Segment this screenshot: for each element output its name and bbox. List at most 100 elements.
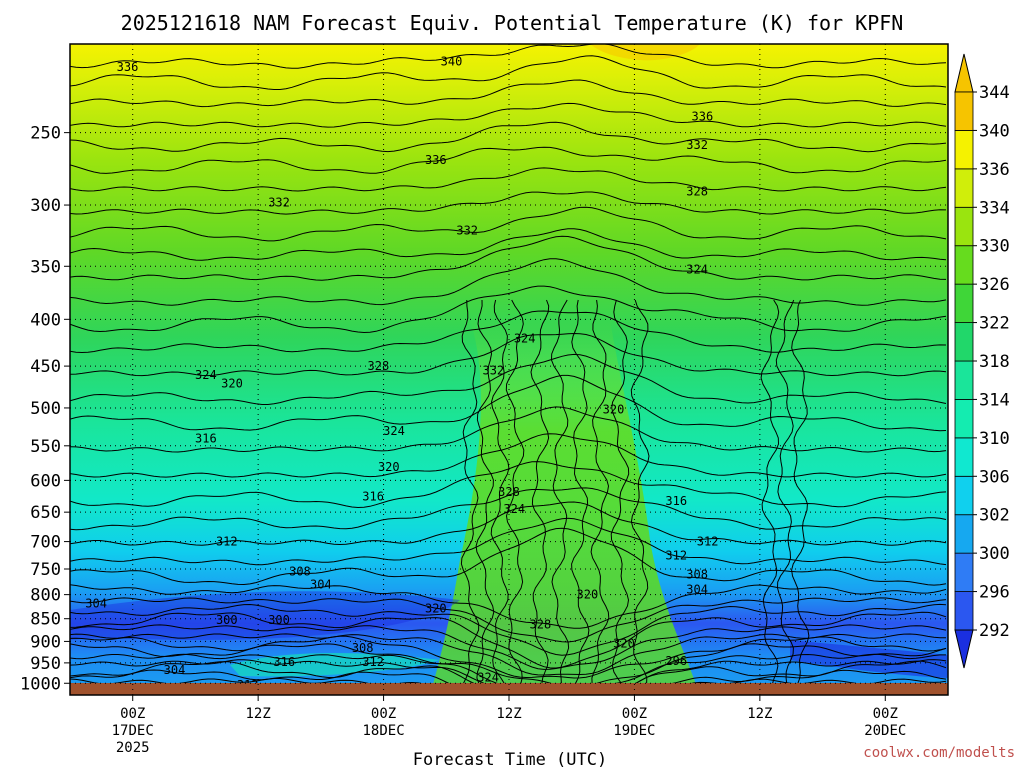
- y-tick-label: 950: [30, 654, 61, 674]
- contour-label-text: 308: [686, 567, 708, 581]
- contour-label: 312: [697, 535, 719, 549]
- x-tick-label: 00Z: [120, 706, 145, 722]
- contour-label-text: 312: [362, 655, 384, 669]
- contour-label-text: 316: [665, 494, 687, 508]
- x-tick-label: 12Z: [496, 706, 521, 722]
- contour-line: [70, 433, 947, 478]
- contour-line: [70, 102, 947, 128]
- contour-line: [70, 584, 947, 629]
- contour-label-text: 332: [456, 224, 478, 238]
- contour-line: [70, 527, 947, 586]
- contour-label: 316: [273, 655, 295, 669]
- contour-label-text: 324: [383, 424, 405, 438]
- contour-label: 300: [268, 613, 290, 627]
- contour-label: 328: [368, 359, 390, 373]
- x-tick-label: 19DEC: [613, 723, 655, 739]
- colorbar-label: 334: [979, 198, 1010, 218]
- contour-label-text: 336: [692, 109, 714, 123]
- contour-line: [70, 55, 947, 90]
- y-tick-label: 750: [30, 560, 61, 580]
- contour-label-text: 320: [577, 588, 599, 602]
- plot-area: 336 340 336 336 332 332 332 328 324 324 328 332 324 3…: [70, 44, 948, 695]
- contour-label-text: 324: [514, 332, 536, 346]
- y-tick-label: 1000: [20, 674, 61, 694]
- contour-label: 308: [686, 567, 708, 581]
- contour-line: [70, 235, 947, 281]
- contour-label: 320: [577, 588, 599, 602]
- contour-line: [70, 603, 947, 656]
- colorbar: 292 296 300 302 306 310 314 318 322 326 330 334 336 3…: [954, 53, 1010, 669]
- colorbar-label: 314: [979, 390, 1010, 410]
- colorbar-label: 306: [979, 467, 1010, 487]
- colorbar-label: 300: [979, 544, 1010, 564]
- y-tick-label: 400: [30, 310, 61, 330]
- contour-line: [70, 633, 947, 676]
- contour-line: [460, 299, 480, 691]
- contour-label-text: 300: [268, 613, 290, 627]
- contour-label: 304: [310, 578, 332, 592]
- x-tick-label: 2025: [116, 740, 150, 756]
- contour-label: 304: [85, 596, 107, 610]
- contour-label: 320: [425, 601, 447, 615]
- colorbar-swatch: [954, 475, 974, 516]
- colorbar-label: 318: [979, 352, 1010, 372]
- colorbar-swatch: [954, 283, 974, 323]
- colorbar-label: 330: [979, 237, 1010, 257]
- contour-line: [70, 643, 947, 689]
- colorbar-swatch: [954, 360, 974, 400]
- contour-line: [70, 597, 947, 643]
- colorbar-swatch: [954, 437, 974, 477]
- contour-line: [70, 353, 947, 405]
- contour-line: [70, 44, 947, 69]
- contour-label: 324: [195, 368, 217, 382]
- colorbar-label: 326: [979, 275, 1010, 295]
- contour-lines: [70, 44, 947, 695]
- y-tick-label: 700: [30, 533, 61, 553]
- contour-label: 320: [603, 403, 625, 417]
- contour-label-text: 308: [352, 641, 374, 655]
- contour-label-text: 332: [268, 195, 290, 209]
- contour-label: 332: [482, 363, 504, 377]
- contour-label: 340: [441, 54, 463, 68]
- x-axis-title: Forecast Time (UTC): [413, 750, 607, 768]
- contour-label: 324: [503, 502, 525, 516]
- contour-label-text: 316: [195, 432, 217, 446]
- contour-line: [70, 167, 947, 192]
- contour-line: [70, 79, 947, 108]
- contour-label: 312: [216, 535, 238, 549]
- y-tick-label: 650: [30, 503, 61, 523]
- colorbar-label: 336: [979, 160, 1010, 180]
- contour-label: 312: [362, 655, 384, 669]
- contour-label-text: 328: [530, 618, 552, 632]
- contour-labels: 336 340 336 336 332 332 332 328 324 324 328 332 324 3…: [85, 54, 719, 692]
- contour-label: 332: [268, 195, 290, 209]
- contour-label-text: 332: [482, 363, 504, 377]
- contour-line: [70, 461, 947, 509]
- contour-line: [571, 299, 590, 691]
- colorbar-label: 322: [979, 314, 1010, 334]
- x-tick-label: 12Z: [747, 706, 772, 722]
- contour-label: 328: [498, 485, 520, 499]
- colorbar-label: 310: [979, 429, 1010, 449]
- upper-warm-pool: [590, 44, 700, 61]
- contour-label-text: 320: [613, 637, 635, 651]
- contour-line: [70, 406, 947, 453]
- contour-line: [70, 332, 947, 377]
- colorbar-top-arrow: [954, 53, 974, 93]
- grid-lines: [70, 44, 948, 695]
- y-tick-label: 500: [30, 399, 61, 419]
- contour-line: [791, 299, 810, 691]
- center-warm-plume: [430, 320, 700, 695]
- contour-line: [475, 299, 495, 691]
- contour-label-text: 304: [686, 583, 708, 597]
- colorbar-swatch: [954, 130, 974, 170]
- contour-label: 312: [665, 549, 687, 563]
- contour-line: [70, 258, 947, 306]
- contour-label-text: 308: [289, 565, 311, 579]
- contour-label: 324: [383, 424, 405, 438]
- chart-title: 2025121618 NAM Forecast Equiv. Potential…: [121, 11, 904, 35]
- y-axis: 2503003504004505005506006507007508008509…: [20, 124, 70, 694]
- contour-line: [610, 299, 630, 691]
- contour-label: 320: [378, 460, 400, 474]
